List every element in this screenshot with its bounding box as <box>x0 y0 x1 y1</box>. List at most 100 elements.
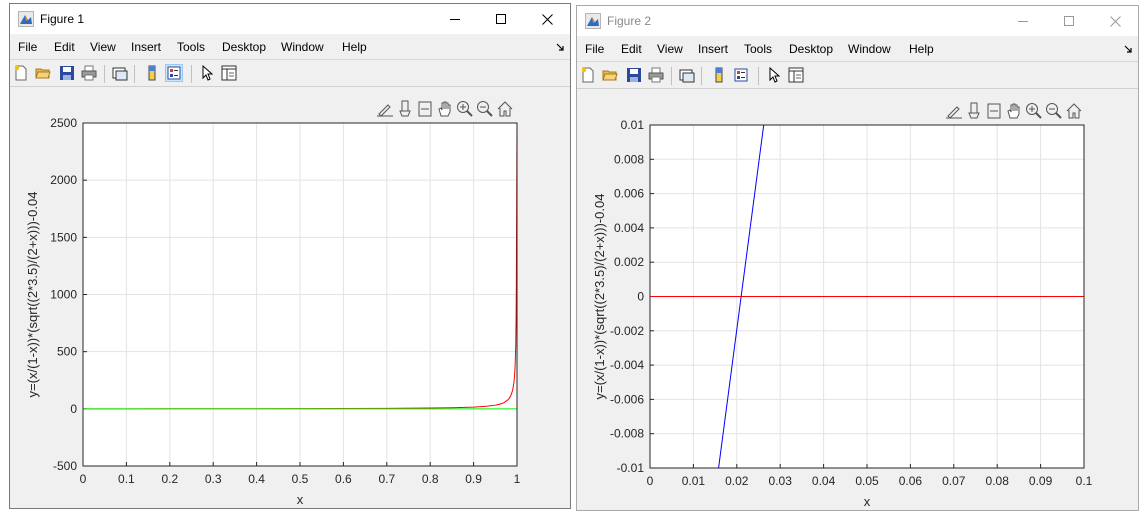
x-axis-label: x <box>864 494 871 509</box>
maximize-button[interactable] <box>478 4 524 34</box>
pointer-arrow-icon <box>202 65 214 81</box>
figure-canvas: 0 0.01 0.02 0.03 0.04 0.05 0.06 0.07 0.08 0.09 0.1… <box>577 90 1138 510</box>
edit-plot-button[interactable] <box>198 64 216 82</box>
y-tick-label: -500 <box>53 459 77 473</box>
new-figure-button[interactable] <box>12 64 30 82</box>
x-tick-label: 0.8 <box>422 472 439 486</box>
axes-box <box>649 124 1085 469</box>
x-tick-label: 0.1 <box>1076 474 1093 488</box>
legend-icon <box>734 68 748 82</box>
figure-2-axes[interactable]: 0 0.01 0.02 0.03 0.04 0.05 0.06 0.07 0.08 0.09 0.1… <box>577 90 1140 512</box>
figure-toolbar <box>10 59 570 87</box>
figure-canvas: 0 0.1 0.2 0.3 0.4 0.5 0.6 0.7 0.8 0.9 1 -500 0 500 100… <box>10 88 570 508</box>
dock-arrow-icon[interactable] <box>1124 45 1132 53</box>
x-tick-label: 0.5 <box>292 472 309 486</box>
zoom-in-icon[interactable] <box>1025 102 1043 120</box>
menu-desktop[interactable]: Desktop <box>789 42 834 56</box>
restore-view-icon[interactable] <box>985 102 1003 120</box>
home-icon[interactable] <box>1065 102 1083 120</box>
y-tick-label: 0.008 <box>614 152 644 166</box>
menu-edit[interactable]: Edit <box>54 40 75 54</box>
dock-arrow-icon[interactable] <box>556 43 564 51</box>
edit-plot-button[interactable] <box>765 66 783 84</box>
window-title: Figure 1 <box>40 12 85 26</box>
y-tick-label: 0.004 <box>614 221 644 235</box>
menu-desktop[interactable]: Desktop <box>222 40 267 54</box>
menu-view[interactable]: View <box>657 42 683 56</box>
open-folder-icon <box>602 70 618 81</box>
menu-window[interactable]: Window <box>848 42 891 56</box>
y-tick-label: 2000 <box>50 173 77 187</box>
menu-file[interactable]: File <box>585 42 605 56</box>
maximize-button[interactable] <box>1046 6 1092 36</box>
open-file-button[interactable] <box>601 66 619 84</box>
pan-hand-icon[interactable] <box>436 100 454 118</box>
menu-insert[interactable]: Insert <box>698 42 729 56</box>
print-button[interactable] <box>80 64 98 82</box>
x-tick-label: 0.07 <box>942 474 966 488</box>
minimize-button[interactable] <box>1000 6 1046 36</box>
property-inspector-icon <box>221 65 237 81</box>
y-tick-label: 500 <box>57 345 77 359</box>
x-tick-label: 0.4 <box>248 472 265 486</box>
close-icon <box>1109 15 1121 27</box>
save-button[interactable] <box>58 64 76 82</box>
x-tick-label: 0 <box>80 472 87 486</box>
zoom-in-icon[interactable] <box>456 100 474 118</box>
matlab-figure-icon <box>18 11 34 27</box>
data-tips-icon[interactable] <box>396 100 414 118</box>
axes-box <box>82 122 518 467</box>
print-icon <box>81 65 97 81</box>
brush-data-icon[interactable] <box>945 102 963 120</box>
y-axis-label: y=(x/(1-x))*(sqrt((2*3.5)/(2+x)))-0.04 <box>25 192 40 398</box>
restore-view-icon[interactable] <box>416 100 434 118</box>
open-folder-icon <box>35 68 51 79</box>
property-inspector-button[interactable] <box>787 66 805 84</box>
title-bar[interactable]: Figure 1 <box>10 4 570 34</box>
menu-edit[interactable]: Edit <box>621 42 642 56</box>
close-button[interactable] <box>1092 6 1138 36</box>
minimize-button[interactable] <box>432 4 478 34</box>
minimize-icon <box>1018 21 1028 22</box>
menu-insert[interactable]: Insert <box>131 40 162 54</box>
new-figure-button[interactable] <box>579 66 597 84</box>
open-file-button[interactable] <box>34 64 52 82</box>
data-tips-icon[interactable] <box>965 102 983 120</box>
y-tick-label: 0 <box>637 290 644 304</box>
insert-legend-button[interactable] <box>165 64 183 82</box>
figure-2-window: Figure 2 File Edit View Insert Tools Des… <box>576 5 1139 511</box>
brush-data-icon[interactable] <box>376 100 394 118</box>
insert-colorbar-button[interactable] <box>710 66 728 84</box>
link-plot-button[interactable] <box>678 66 696 84</box>
x-tick-label: 0.3 <box>205 472 222 486</box>
x-tick-label: 1 <box>514 472 521 486</box>
close-button[interactable] <box>524 4 570 34</box>
figure-1-window: Figure 1 File Edit View Insert Tools Des… <box>9 3 571 509</box>
menu-tools[interactable]: Tools <box>744 42 773 56</box>
x-tick-label: 0.08 <box>986 474 1010 488</box>
menu-tools[interactable]: Tools <box>177 40 206 54</box>
x-tick-label: 0.09 <box>1029 474 1053 488</box>
insert-colorbar-button[interactable] <box>143 64 161 82</box>
save-button[interactable] <box>625 66 643 84</box>
menu-window[interactable]: Window <box>281 40 324 54</box>
print-button[interactable] <box>647 66 665 84</box>
pan-hand-icon[interactable] <box>1005 102 1023 120</box>
save-icon <box>60 66 74 80</box>
figure-1-axes[interactable]: 0 0.1 0.2 0.3 0.4 0.5 0.6 0.7 0.8 0.9 1-5000500100… <box>10 88 572 510</box>
title-bar[interactable]: Figure 2 <box>577 6 1138 36</box>
property-inspector-button[interactable] <box>220 64 238 82</box>
menu-help[interactable]: Help <box>342 40 367 54</box>
figure-toolbar <box>577 61 1138 89</box>
x-axis-label: x <box>297 492 304 507</box>
menu-view[interactable]: View <box>90 40 116 54</box>
menu-file[interactable]: File <box>18 40 38 54</box>
zoom-out-icon[interactable] <box>1045 102 1063 120</box>
home-icon[interactable] <box>496 100 514 118</box>
link-plot-button[interactable] <box>111 64 129 82</box>
zoom-out-icon[interactable] <box>476 100 494 118</box>
menu-help[interactable]: Help <box>909 42 934 56</box>
y-tick-label: 1000 <box>50 288 77 302</box>
x-tick-label: 0.1 <box>118 472 135 486</box>
insert-legend-button[interactable] <box>732 66 750 84</box>
